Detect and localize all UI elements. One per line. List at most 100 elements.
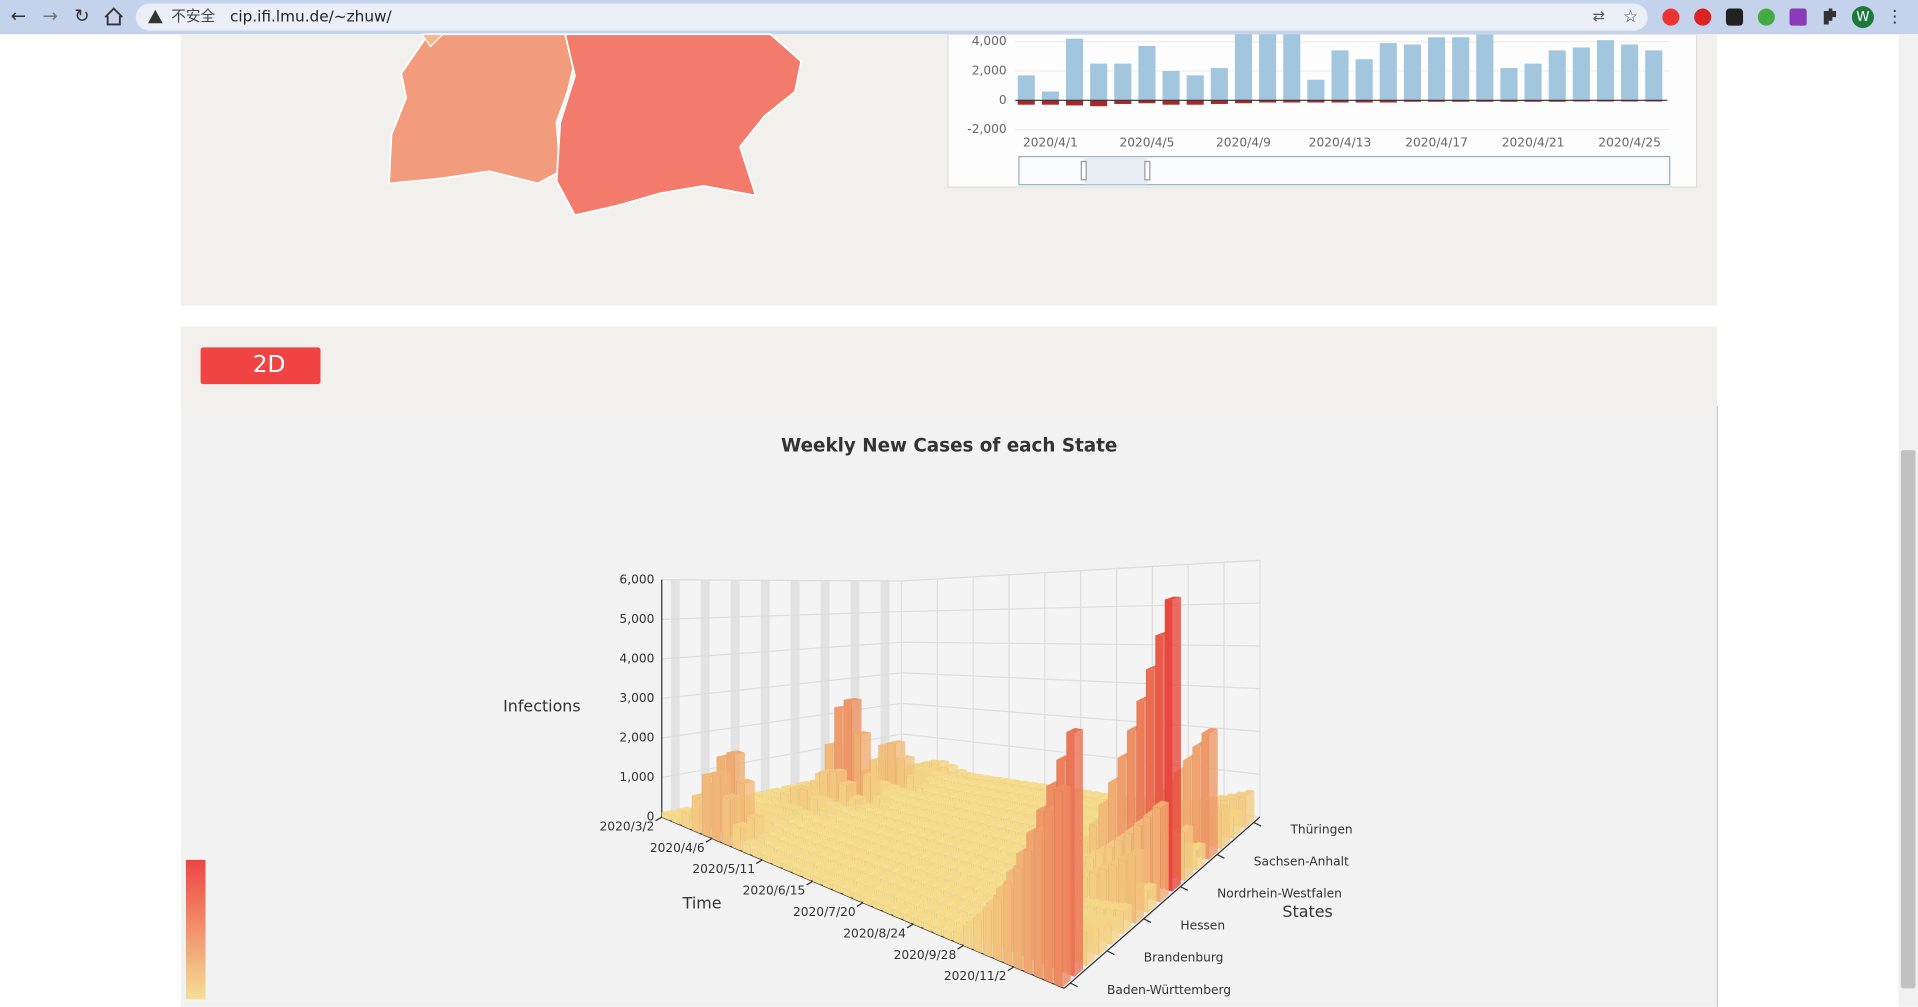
bar-3d-top (896, 892, 914, 902)
bar-3d-top (804, 814, 823, 821)
bar-3d-top (916, 900, 934, 910)
bar-3d-top (984, 792, 1002, 798)
forward-button[interactable]: → (42, 6, 57, 27)
profile[interactable] (1851, 6, 1874, 29)
bar (1114, 100, 1132, 104)
bar-3d-top (1003, 813, 1021, 821)
bar-3d-front (993, 895, 1002, 963)
bar-3d-top (854, 853, 873, 861)
bar-3d-top (872, 793, 890, 800)
x-tick-label: 2020/7/20 (793, 905, 856, 919)
bar (1331, 100, 1349, 103)
x-tick (1007, 966, 1015, 972)
ext-4[interactable] (1757, 8, 1775, 26)
bar-3d-top (799, 785, 818, 791)
bar-3d-top (1017, 807, 1034, 814)
z-tick-label: Nordrhein-Westfalen (1217, 887, 1342, 901)
bar-3d-top (983, 862, 1001, 871)
ext-3[interactable] (1725, 8, 1744, 26)
bar-3d-side (1209, 728, 1218, 860)
bar-3d-top (994, 793, 1012, 800)
bar-3d-top (900, 881, 918, 890)
bar-3d-top (962, 834, 980, 841)
ext-puzzle[interactable] (1823, 8, 1837, 25)
scrollbar-thumb[interactable] (1900, 450, 1916, 989)
x-tick (806, 880, 813, 886)
bar-3d-top (966, 824, 984, 832)
bar-3d-top (901, 847, 920, 855)
bar-3d-top (870, 870, 888, 879)
bar-3d-top (961, 795, 979, 802)
bar-3d-top (848, 820, 866, 827)
bar-3d-top (947, 801, 965, 808)
bar-3d-top (939, 783, 957, 789)
bar-3d-top (882, 841, 900, 849)
x-tick-label: 2020/4/5 (1119, 136, 1174, 150)
menu-button[interactable]: ⋮ (1886, 7, 1903, 27)
bar-3d-top (1000, 844, 1018, 852)
bar-3d-top (952, 811, 970, 818)
bar-3d-top (862, 891, 881, 901)
map-region (420, 33, 445, 48)
x-tick-label: 2020/4/25 (1598, 136, 1661, 150)
bar-3d-top (760, 806, 779, 813)
bar-3d-side (1172, 596, 1181, 892)
zoom-handle[interactable] (1144, 160, 1151, 181)
bar-3d-top (934, 847, 953, 855)
bar-3d-top (929, 835, 947, 842)
bar-3d-top (971, 781, 989, 787)
address-bar[interactable] (135, 3, 1648, 31)
bar-3d-top (925, 844, 943, 852)
ext-2[interactable] (1694, 8, 1712, 26)
bar-3d-top (928, 815, 947, 822)
bar-3d-top (1085, 810, 1103, 818)
bar-3d-top (878, 850, 896, 858)
bar-3d-top (1226, 809, 1243, 818)
bar-3d-top (915, 841, 934, 849)
home-button[interactable] (104, 7, 123, 26)
bar-3d-top (920, 777, 939, 782)
bar-3d-top (928, 797, 947, 803)
bar-3d-top (967, 846, 985, 854)
back-button[interactable]: ← (11, 6, 26, 27)
bar-3d-top (919, 812, 937, 819)
bar-3d-top (794, 809, 813, 816)
bar-3d-top (776, 845, 795, 853)
bar-3d-top (924, 787, 943, 794)
bar-3d-top (833, 825, 852, 832)
button-2d[interactable] (200, 347, 321, 385)
bar-3d-top (893, 904, 911, 913)
bar-3d-top (933, 920, 951, 930)
bar (1427, 100, 1446, 102)
bar-3d-top (927, 867, 945, 876)
bar-3d-top (771, 832, 790, 840)
visual-map[interactable] (185, 859, 206, 1000)
zoom-handle[interactable] (1080, 160, 1087, 181)
bar-3d-top (806, 857, 825, 865)
zoom-window[interactable] (1083, 156, 1148, 185)
ext-onenote[interactable] (1789, 8, 1807, 26)
translate-icon[interactable]: ⇄ (1593, 8, 1605, 25)
bar (1403, 100, 1421, 102)
bar-3d-top (795, 832, 814, 839)
bar (1645, 50, 1663, 101)
bar-3d-top (765, 817, 784, 824)
bar-3d-top (901, 790, 919, 796)
bar-3d-top (976, 884, 994, 893)
bar-3d-top (800, 844, 819, 852)
bar-3d-top (1164, 596, 1181, 600)
bar-3d-top (761, 827, 780, 834)
bar-3d-top (892, 844, 910, 852)
bar-3d-side (1098, 922, 1108, 956)
ext-abp[interactable] (1662, 8, 1680, 26)
bar-3d-top (915, 783, 933, 789)
bar-3d-front (983, 907, 992, 958)
x-tick (755, 859, 763, 865)
bookmark-icon[interactable]: ☆ (1623, 7, 1638, 27)
reload-button[interactable]: ↻ (74, 6, 89, 27)
bar-3d-top (952, 831, 971, 839)
bar-3d-top (770, 809, 789, 816)
bar-3d-top (989, 876, 1007, 885)
